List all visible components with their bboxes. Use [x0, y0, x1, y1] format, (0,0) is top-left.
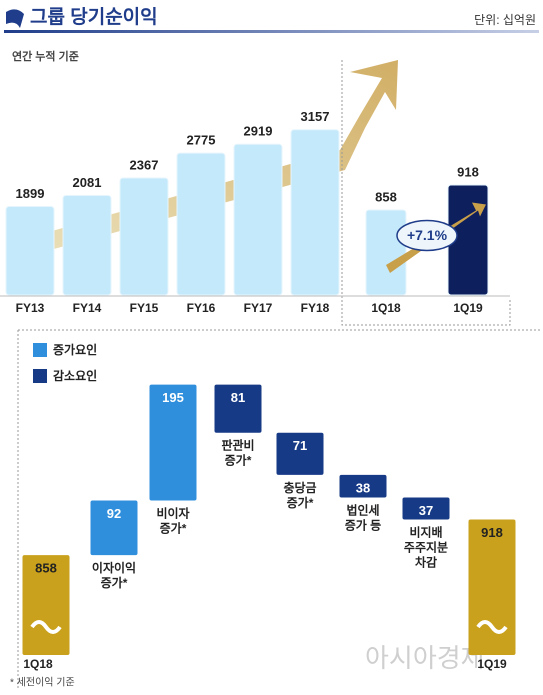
value-label: 71 — [293, 438, 307, 453]
bar — [339, 474, 387, 498]
footnote: * 세전이익 기준 — [10, 677, 75, 689]
value-label: 1899 — [16, 186, 45, 201]
x-tick-label: 1Q18 — [23, 657, 53, 671]
x-tick-label-line: 법인세 — [346, 503, 379, 518]
annotation-badge — [396, 219, 458, 252]
x-tick-label-line: 이자이익 — [92, 560, 136, 575]
watermark: 아시아경제 — [365, 643, 485, 673]
legend-swatch — [33, 343, 47, 357]
x-tick-label: FY16 — [187, 301, 216, 315]
axis-break — [30, 620, 62, 634]
axis-break — [476, 620, 508, 634]
bar — [62, 194, 112, 296]
legend-label: 감소요인 — [53, 368, 97, 383]
title: 그룹 당기순이익 — [30, 6, 158, 28]
x-tick-label: 1Q19 — [453, 301, 483, 315]
value-label: 37 — [419, 503, 433, 518]
bar — [176, 152, 226, 296]
value-label: 3157 — [301, 109, 330, 124]
panel-border — [17, 329, 540, 690]
value-label: 2081 — [73, 175, 102, 190]
x-tick-label: 법인세 증가 등 — [345, 503, 381, 533]
value-label: 195 — [162, 390, 184, 405]
x-tick-label: FY13 — [16, 301, 45, 315]
title-rule — [4, 30, 539, 33]
value-label: 858 — [35, 561, 57, 576]
x-tick-label: 비지배 주주지분 차감 — [404, 525, 448, 570]
x-tick-label-line: 증가* — [225, 453, 252, 468]
x-tick-label-line: 증가* — [287, 495, 314, 510]
x-tick-label: 이자이익 증가* — [92, 560, 136, 590]
x-tick-label: 판관비 증가* — [221, 438, 254, 468]
value-label: 2367 — [130, 157, 159, 172]
value-label: 38 — [356, 480, 370, 495]
x-tick-label-line: 증가* — [160, 521, 187, 536]
x-tick-label: FY14 — [73, 301, 102, 315]
bar — [365, 209, 407, 296]
bar — [5, 206, 55, 296]
bar — [149, 384, 197, 501]
x-tick-label: FY15 — [130, 301, 159, 315]
value-label: 918 — [481, 525, 503, 540]
unit: 단위: 십억원 — [474, 13, 536, 27]
x-tick-label-line: 주주지분 — [404, 540, 448, 555]
x-tick-label-line: 증가* — [101, 575, 128, 590]
legend-label: 증가요인 — [53, 342, 97, 357]
x-tick-label: 충당금 증가* — [283, 480, 316, 510]
bar — [90, 500, 138, 556]
subtitle: 연간 누적 기준 — [12, 49, 79, 63]
bar — [290, 129, 340, 296]
bar — [119, 177, 169, 296]
x-tick-label-line: 차감 — [415, 555, 437, 570]
value-label: 2775 — [187, 133, 216, 148]
x-tick-label-line: 판관비 — [221, 438, 254, 453]
x-tick-label: FY18 — [301, 301, 330, 315]
value-label: 858 — [375, 189, 397, 204]
bar — [402, 497, 450, 520]
logo — [6, 9, 24, 28]
legend-swatch — [33, 369, 47, 383]
x-tick-label-line: 증가 등 — [345, 518, 381, 533]
value-label: 918 — [457, 164, 479, 179]
x-tick-label-line: 비지배 — [409, 525, 442, 540]
annotation: +7.1% — [407, 227, 448, 243]
x-tick-label: 비이자 증가* — [156, 506, 189, 536]
x-tick-label: FY17 — [244, 301, 273, 315]
panel-border — [341, 300, 511, 326]
x-tick-label-line: 충당금 — [283, 480, 316, 495]
value-label: 81 — [231, 390, 245, 405]
bar — [233, 143, 283, 296]
x-tick-label-line: 1Q19 — [477, 657, 507, 671]
x-tick-label-line: 비이자 — [156, 506, 189, 521]
x-tick-label: 1Q18 — [371, 301, 401, 315]
bar — [468, 519, 516, 655]
bar — [276, 432, 324, 475]
x-tick-label-line: 1Q18 — [23, 657, 53, 671]
value-label: 2919 — [244, 124, 273, 139]
bar — [214, 384, 262, 433]
x-tick-label: 1Q19 — [477, 657, 507, 671]
value-label: 92 — [107, 506, 121, 521]
